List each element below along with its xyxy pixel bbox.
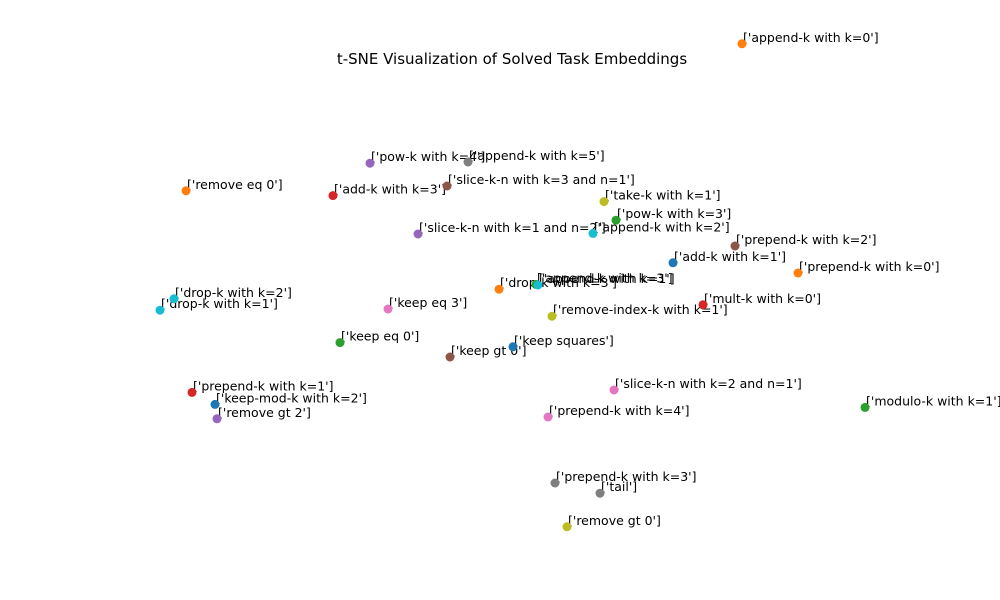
point-label: ['take-k with k=1']	[605, 188, 721, 203]
point-label: ['tail']	[601, 479, 637, 494]
scatter-point	[187, 387, 197, 397]
scatter-point	[588, 228, 598, 238]
scatter-point	[328, 191, 338, 201]
scatter-point	[169, 294, 179, 304]
scatter-point	[442, 181, 452, 191]
point-label: ['prepend-k with k=4']	[549, 403, 689, 418]
point-label: ['remove gt 0']	[568, 513, 661, 528]
point-label: ['pow-k with k=3']	[617, 206, 731, 221]
point-label: ['slice-k-n with k=2 and n=1']	[615, 376, 802, 391]
point-label: ['drop-k with k=2']	[175, 285, 292, 300]
scatter-point	[793, 268, 803, 278]
point-label: ['keep-mod-k with k=2']	[216, 390, 367, 405]
point-label: ['modulo-k with k=1']	[866, 393, 1000, 408]
scatter-point	[508, 342, 518, 352]
point-label: ['mult-k with k=0']	[704, 291, 821, 306]
point-label: ['slice-k-n with k=3 and n=1']	[448, 172, 635, 187]
scatter-point	[445, 352, 455, 362]
point-label: ['prepend-k with k=2']	[736, 232, 876, 247]
point-label: ['pow-k with k=4']	[371, 149, 485, 164]
scatter-point	[155, 305, 165, 315]
scatter-point	[413, 229, 423, 239]
scatter-point	[210, 399, 220, 409]
scatter-point	[335, 338, 345, 348]
scatter-point	[365, 158, 375, 168]
scatter-point	[212, 414, 222, 424]
scatter-point	[609, 385, 619, 395]
scatter-point	[737, 39, 747, 49]
point-label: ['prepend-k with k=1']	[193, 378, 333, 393]
scatter-point	[698, 300, 708, 310]
scatter-point	[533, 280, 543, 290]
point-label: ['add-k with k=1']	[674, 249, 786, 264]
point-label: ['append-k with k=0']	[743, 30, 879, 45]
point-labels-layer: ['append-k with k=0']['pow-k with k=4'][…	[161, 30, 1000, 528]
point-label: ['remove gt 2']	[218, 405, 311, 420]
point-label: ['append-k with k=3']	[537, 270, 673, 285]
scatter-point	[494, 284, 504, 294]
chart-title: t-SNE Visualization of Solved Task Embed…	[337, 50, 688, 68]
point-label: ['prepend-k with k=3']	[556, 469, 696, 484]
scatter-point	[730, 241, 740, 251]
scatter-point	[860, 402, 870, 412]
point-label: ['append-k with k=2']	[594, 219, 730, 234]
scatter-point	[562, 522, 572, 532]
point-label: ['keep gt 0']	[451, 343, 526, 358]
point-label: ['slice-k-n with k=1 and n=2']	[419, 220, 606, 235]
point-label: ['remove eq 0']	[187, 177, 283, 192]
point-label: ['keep eq 3']	[389, 295, 467, 310]
point-label: ['drop-k with k=3']	[500, 275, 617, 290]
scatter-point	[550, 478, 560, 488]
point-label: ['add-k with k=3']	[334, 182, 446, 197]
scatter-point	[543, 412, 553, 422]
scatter-point	[595, 488, 605, 498]
scatter-point	[599, 197, 609, 207]
point-label: ['keep squares']	[514, 333, 614, 348]
scatter-point	[611, 215, 621, 225]
scatter-point	[181, 186, 191, 196]
point-label: ['drop-k with k=1']	[161, 296, 278, 311]
scatter-point	[463, 157, 473, 167]
point-label: ['append-k with k=5']	[469, 148, 605, 163]
point-label: ['prepend-k with k=0']	[799, 259, 939, 274]
scatter-point	[383, 304, 393, 314]
point-label: ['keep eq 0']	[341, 329, 419, 344]
point-label: ['remove-index-k with k=1']	[553, 302, 728, 317]
scatter-point	[668, 258, 678, 268]
point-label: ['append-k with k=1']	[539, 271, 675, 286]
points-layer	[155, 39, 870, 532]
scatter-point	[547, 311, 557, 321]
